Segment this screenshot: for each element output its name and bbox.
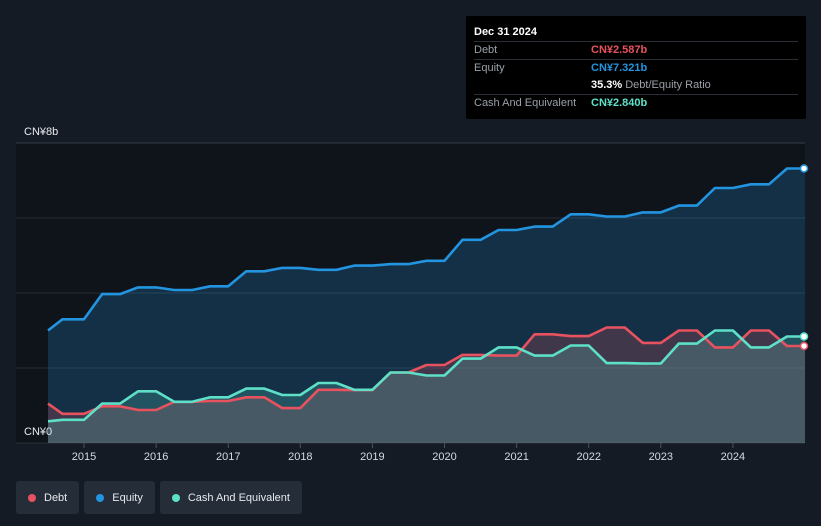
x-tick-label: 2021 [504, 451, 528, 463]
x-tick-label: 2018 [288, 451, 312, 463]
tooltip-equity-label: Equity [474, 62, 505, 74]
series-line-cash-and-equivalent [47, 329, 805, 423]
tooltip-row-ratio: 35.3% Debt/Equity Ratio [474, 77, 798, 94]
x-tick-label: 2017 [216, 451, 240, 463]
tooltip-row-cash: Cash And Equivalent CN¥2.840b [474, 94, 798, 112]
legend-item-debt[interactable]: Debt [16, 481, 80, 514]
series-end-point-debt [799, 341, 809, 351]
chart-legend: Debt Equity Cash And Equivalent [16, 481, 302, 514]
series-area-equity [48, 168, 805, 443]
tooltip-row-debt: Debt CN¥2.587b [474, 41, 798, 59]
series-end-point-cash-and-equivalent [799, 332, 809, 341]
legend-label-equity: Equity [112, 491, 143, 504]
series-area-cash-and-equivalent [48, 330, 805, 443]
tooltip-row-equity: Equity CN¥7.321b [474, 59, 798, 77]
x-tick-label: 2023 [649, 451, 673, 463]
series-area-debt [48, 327, 805, 443]
x-tick-label: 2020 [432, 451, 456, 463]
x-tick-label: 2022 [576, 451, 600, 463]
equity-dot-icon [96, 493, 105, 502]
x-tick-label: 2024 [721, 451, 745, 463]
tooltip-ratio-spacer [474, 77, 591, 94]
series-line-equity [47, 167, 805, 332]
legend-label-debt: Debt [44, 491, 68, 504]
x-tick-label: 2016 [144, 451, 168, 463]
tooltip-cash-label: Cash And Equivalent [474, 97, 577, 109]
tooltip-equity-value: CN¥7.321b [591, 62, 648, 74]
series-end-point-equity [799, 164, 809, 173]
tooltip-date: Dec 31 2024 [474, 26, 537, 38]
x-tick-label: 2015 [72, 451, 96, 463]
x-tick-label: 2019 [360, 451, 384, 463]
tooltip-debt-value: CN¥2.587b [591, 44, 648, 56]
tooltip-cash-value: CN¥2.840b [591, 97, 648, 109]
legend-item-cash[interactable]: Cash And Equivalent [159, 481, 302, 514]
tooltip-ratio-label: Debt/Equity Ratio [625, 79, 711, 91]
tooltip-debt-label: Debt [474, 44, 498, 56]
cash-dot-icon [171, 493, 180, 502]
tooltip-ratio-value: 35.3% [591, 79, 623, 91]
legend-label-cash: Cash And Equivalent [187, 491, 290, 504]
chart-tooltip: Dec 31 2024 Debt CN¥2.587b Equity CN¥7.3… [466, 16, 806, 119]
y-axis-min-label: CN¥0 [24, 426, 52, 438]
legend-item-equity[interactable]: Equity [84, 481, 155, 514]
debt-dot-icon [28, 493, 36, 502]
y-axis-max-label: CN¥8b [24, 126, 58, 138]
